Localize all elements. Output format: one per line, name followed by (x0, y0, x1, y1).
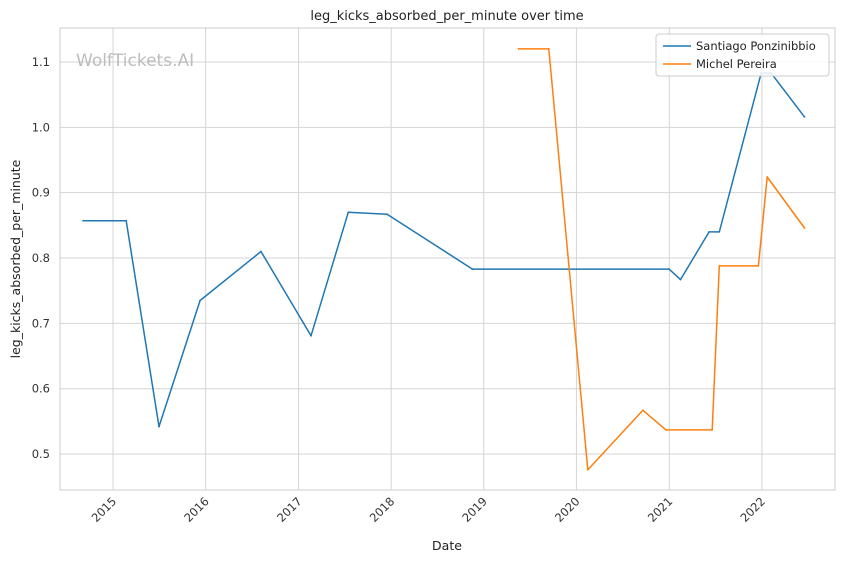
data-point-series-0 (471, 268, 474, 271)
data-point-series-0 (310, 334, 312, 337)
y-tick-label: 1.0 (32, 120, 50, 134)
data-point-series-1 (711, 428, 714, 431)
data-point-series-1 (757, 264, 760, 267)
legend: Santiago Ponzinibbio Michel Pereira (655, 33, 830, 77)
y-tick-label: 0.6 (32, 382, 50, 396)
data-point-series-1 (517, 48, 520, 50)
data-point-series-1 (803, 227, 806, 229)
y-tick-label: 1.1 (32, 55, 50, 69)
data-point-series-0 (668, 268, 670, 271)
plot-frame (59, 27, 836, 491)
data-point-series-0 (199, 299, 201, 302)
series-line-0 (83, 72, 806, 428)
data-point-series-0 (347, 211, 350, 214)
y-tick-label: 0.8 (32, 251, 50, 265)
legend-box (655, 33, 830, 77)
x-axis-label: Date (432, 538, 462, 553)
data-point-series-0 (718, 230, 721, 233)
y-tick-label: 0.5 (32, 447, 50, 461)
grid-lines (60, 28, 835, 490)
y-axis-label: leg_kicks_absorbed_per_minute (8, 159, 23, 358)
data-point-series-0 (386, 213, 389, 216)
data-point-series-1 (547, 48, 550, 50)
data-point-series-1 (586, 468, 589, 471)
data-point-series-1 (766, 176, 769, 178)
data-point-series-0 (803, 115, 806, 118)
data-point-series-0 (679, 278, 682, 281)
series-lines (82, 48, 806, 471)
data-point-series-1 (641, 409, 644, 412)
y-tick-label: 0.9 (32, 186, 50, 200)
data-point-series-0 (260, 250, 262, 253)
legend-label-series-1: Michel Pereira (696, 57, 777, 71)
data-point-series-0 (125, 219, 128, 222)
data-point-series-0 (708, 230, 711, 233)
series-line-1 (518, 48, 806, 471)
data-point-series-1 (665, 428, 667, 431)
data-point-series-0 (82, 219, 84, 222)
data-point-series-1 (718, 264, 721, 267)
data-point-series-0 (158, 425, 160, 428)
watermark: WolfTickets.AI (76, 51, 194, 71)
legend-label-series-0: Santiago Ponzinibbio (696, 39, 816, 53)
chart-title: leg_kicks_absorbed_per_minute over time (310, 9, 583, 24)
y-tick-label: 0.7 (32, 316, 50, 330)
